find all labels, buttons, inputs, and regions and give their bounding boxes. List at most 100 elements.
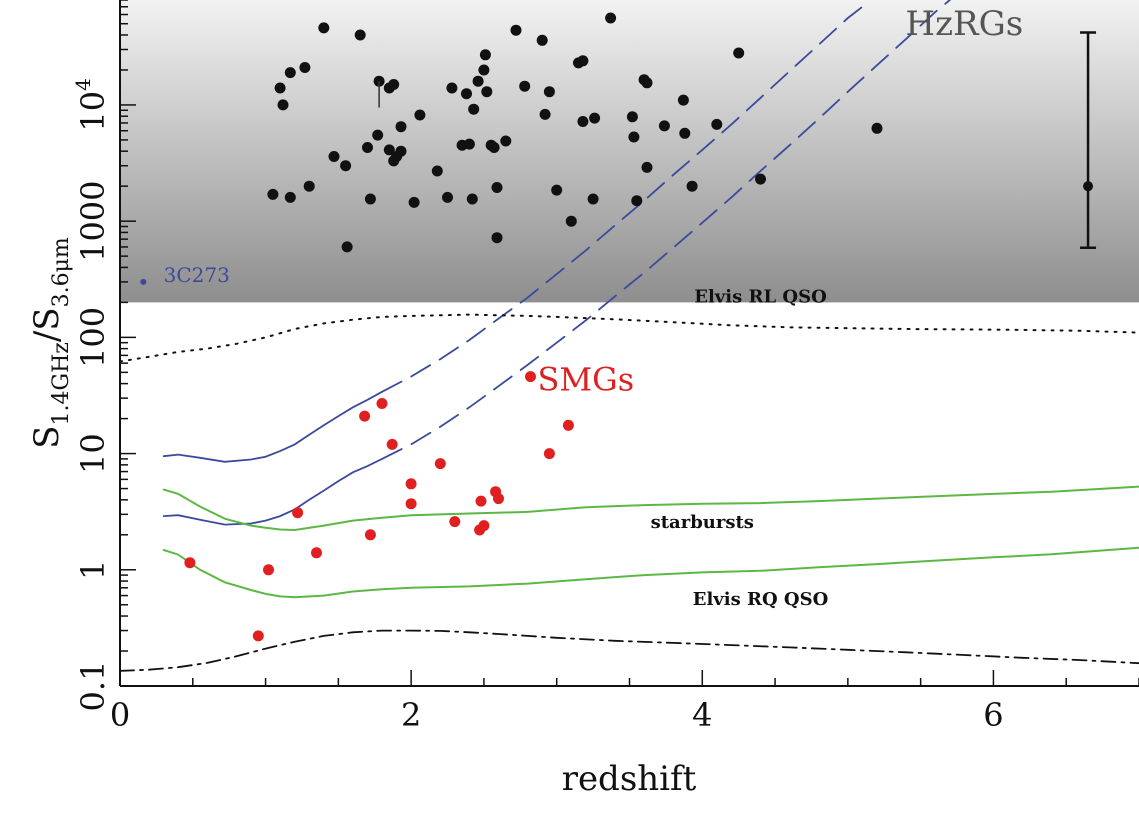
point-1-5 [359,410,371,422]
point-0-27 [446,82,458,94]
point-0-50 [577,55,589,67]
point-0-25 [431,165,443,177]
point-1-20 [562,419,574,431]
point-0-61 [658,120,670,132]
point-0-5 [354,29,366,41]
point-0-13 [340,160,352,172]
point-0-51 [577,116,589,127]
point-0-63 [679,127,691,139]
point-0-45 [539,108,551,120]
point-1-12 [449,516,461,528]
point-1-17 [493,493,504,505]
series-line-5 [162,458,383,526]
shaded-band [120,0,1139,303]
point-0-35 [479,49,491,61]
point-0-18 [383,144,395,156]
point-0-46 [543,86,555,98]
point-0-9 [267,188,279,200]
point-0-57 [631,195,643,207]
y-axis-label-sub1: 1.4GHz [49,342,74,425]
point-1-2 [263,564,274,576]
series-line-7 [162,485,1139,532]
annotation-5: 3C273 [164,263,230,287]
point-0-36 [481,86,493,98]
y-axis-label-main: S [27,425,67,448]
point-1-7 [376,398,388,409]
point-0-10 [284,191,296,203]
error-bar [1080,31,1097,250]
point-1-18 [525,371,536,383]
point-0-31 [466,193,478,205]
point-0-54 [605,12,617,24]
axes: 0 2 4 6 0.1 1 10 100 1000 104 [71,0,1139,734]
y-tick-label: 0.1 [74,661,112,712]
point-0-29 [461,88,472,100]
x-tick-label: 6 [983,696,1003,734]
point-0-39 [491,182,503,193]
point-0-17 [372,129,384,141]
series-line-3 [162,390,383,463]
point-0-12 [328,151,340,162]
annotation-0: HzRGs [905,4,1023,44]
point-2-0 [140,278,147,285]
point-0-21 [395,145,407,157]
annotation-1: SMGs [537,360,634,398]
point-0-4 [318,22,330,34]
point-1-14 [475,495,487,507]
point-0-52 [589,112,601,124]
y-tick-label: 1 [74,560,112,580]
point-0-24 [414,109,426,121]
point-0-59 [641,77,653,89]
point-0-33 [472,75,484,87]
y-tick-label: 10 [74,433,112,474]
x-tick-label: 2 [401,696,421,734]
series-line-10 [120,629,1139,672]
point-0-44 [536,34,548,46]
annotation-2: Elvis RL QSO [694,286,827,307]
y-tick-label: 1000 [74,180,112,261]
series-line-4 [381,5,864,393]
point-0-41 [500,135,512,147]
x-axis-label: redshift [562,759,697,799]
point-0-40 [491,232,503,244]
y-tick-label: 100 [74,307,112,368]
point-1-19 [543,448,555,460]
point-0-62 [677,94,689,106]
y-axis-label-sub2: 3.6μm [49,237,74,307]
point-0-11 [303,180,315,192]
annotation-3: starbursts [651,512,754,533]
y-axis-label-slash: / [27,330,67,342]
point-0-1 [277,99,289,111]
point-0-6 [373,75,385,87]
point-0-30 [463,138,475,150]
point-1-15 [478,520,490,532]
point-1-9 [405,498,417,510]
point-0-60 [641,161,653,173]
point-1-1 [252,630,264,642]
point-1-10 [405,478,417,490]
point-0-34 [478,64,490,76]
y-tick-label: 104 [71,78,112,131]
point-0-32 [468,103,480,115]
annotations: HzRGs SMGs Elvis RL QSO starbursts Elvis RQ … [164,4,1024,610]
point-0-47 [551,184,563,196]
point-1-8 [386,438,398,450]
point-0-3 [299,62,311,73]
point-0-56 [628,131,640,143]
point-0-16 [364,193,376,205]
point-0-14 [341,241,353,253]
point-1-6 [364,529,376,541]
point-0-38 [488,142,500,153]
point-0-64 [686,180,698,192]
series-line-8 [162,546,1139,599]
point-0-48 [565,215,577,227]
point-0-23 [408,196,420,208]
y-axis-label: S1.4GHz/S3.6μm [27,237,74,449]
point-1-11 [434,458,446,470]
series-line-9 [120,313,1139,363]
x-tick-label: 0 [110,696,130,734]
point-0-55 [626,111,638,123]
data-points [140,12,883,642]
model-curves [120,0,1139,672]
